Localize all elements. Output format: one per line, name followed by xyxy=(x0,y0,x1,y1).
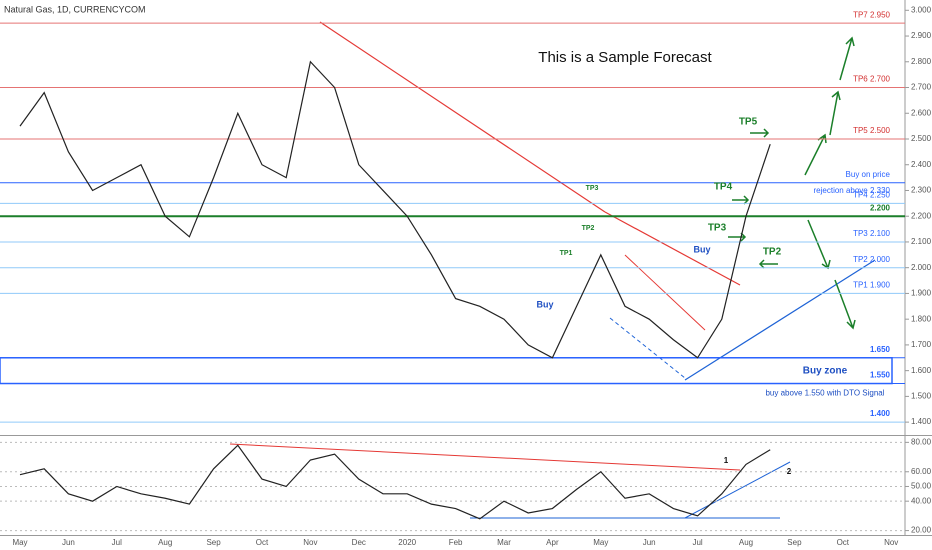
y-tick-label: 1.500 xyxy=(911,391,932,400)
marker-label: TP3 xyxy=(586,185,599,192)
trendline xyxy=(684,259,876,381)
x-tick-label: Oct xyxy=(837,538,850,547)
marker-label: 2 xyxy=(787,467,792,476)
y-tick-label: 2.400 xyxy=(911,160,932,169)
marker-label: 1 xyxy=(724,456,729,465)
y-tick-label: 1.400 xyxy=(911,417,932,426)
price-line xyxy=(19,60,771,359)
forecast-arrows xyxy=(728,36,856,330)
trendline xyxy=(684,461,791,519)
marker-label: TP3 xyxy=(708,223,727,234)
level-label: TP1 1.900 xyxy=(853,281,890,290)
level-label: TP7 2.950 xyxy=(853,10,890,19)
y-tick-label: 2.700 xyxy=(911,83,932,92)
y-tick-label: 40.00 xyxy=(911,496,932,505)
y-tick-label: 2.100 xyxy=(911,237,932,246)
y-tick-label: 2.500 xyxy=(911,134,932,143)
x-tick-label: Mar xyxy=(497,538,511,547)
level-label: rejection above 2.330 xyxy=(814,186,891,195)
trendline xyxy=(229,443,741,471)
level-label: 1.550 xyxy=(870,371,891,380)
chart-title: Natural Gas, 1D, CURRENCYCOM xyxy=(4,4,146,14)
y-tick-label: 2.800 xyxy=(911,57,932,66)
marker-label: TP1 xyxy=(560,250,573,257)
y-tick-label: 80.00 xyxy=(911,437,932,446)
y-tick-label: 2.600 xyxy=(911,108,932,117)
x-tick-label: Jun xyxy=(643,538,656,547)
x-tick-label: Nov xyxy=(884,538,898,547)
level-label: TP3 2.100 xyxy=(853,229,890,238)
y-tick-label: 1.700 xyxy=(911,340,932,349)
x-tick-label: Dec xyxy=(352,538,366,547)
trendline xyxy=(604,211,741,286)
trendline xyxy=(319,21,606,213)
y-tick-label: 2.000 xyxy=(911,263,932,272)
y-tick-label: 1.800 xyxy=(911,314,932,323)
annotation: This is a Sample Forecast xyxy=(538,49,712,66)
x-tick-label: Jul xyxy=(112,538,122,547)
zone-note: buy above 1.550 with DTO Signal xyxy=(765,389,884,398)
marker-label: TP2 xyxy=(582,225,595,232)
level-label: 1.650 xyxy=(870,345,891,354)
level-label: TP2 2.000 xyxy=(853,255,890,264)
x-tick-label: May xyxy=(593,538,608,547)
x-tick-label: Sep xyxy=(206,538,221,547)
y-tick-label: 1.900 xyxy=(911,289,932,298)
marker-label: TP5 xyxy=(739,117,758,128)
x-tick-label: Jun xyxy=(62,538,75,547)
x-tick-label: Jul xyxy=(692,538,702,547)
y-tick-label: 2.900 xyxy=(911,31,932,40)
x-tick-label: Feb xyxy=(449,538,463,547)
x-tick-label: Oct xyxy=(256,538,269,547)
y-tick-label: 60.00 xyxy=(911,467,932,476)
level-label: 1.400 xyxy=(870,409,891,418)
x-tick-label: May xyxy=(12,538,27,547)
level-label: TP5 2.500 xyxy=(853,126,890,135)
marker-label: Buy xyxy=(693,244,710,254)
y-tick-label: 20.00 xyxy=(911,526,932,535)
marker-label: TP2 xyxy=(763,247,782,258)
x-tick-label: Aug xyxy=(739,538,753,547)
x-tick-label: Sep xyxy=(787,538,802,547)
x-tick-label: Aug xyxy=(158,538,172,547)
y-tick-label: 50.00 xyxy=(911,482,932,491)
level-label: 2.200 xyxy=(870,203,891,212)
x-tick-label: Nov xyxy=(303,538,317,547)
level-label: TP4 2.250 xyxy=(853,190,890,199)
level-label: Buy on price xyxy=(846,170,891,179)
x-tick-label: Apr xyxy=(546,538,559,547)
marker-label: Buy xyxy=(536,299,553,309)
x-tick-label: 2020 xyxy=(398,538,416,547)
y-tick-label: 2.300 xyxy=(911,186,932,195)
zone-label: Buy zone xyxy=(803,365,848,376)
marker-label: TP4 xyxy=(714,182,733,193)
y-tick-label: 2.200 xyxy=(911,211,932,220)
y-tick-label: 1.600 xyxy=(911,366,932,375)
price-line xyxy=(19,444,771,520)
level-label: TP6 2.700 xyxy=(853,75,890,84)
y-tick-label: 3.000 xyxy=(911,5,932,14)
trendline xyxy=(609,317,686,379)
